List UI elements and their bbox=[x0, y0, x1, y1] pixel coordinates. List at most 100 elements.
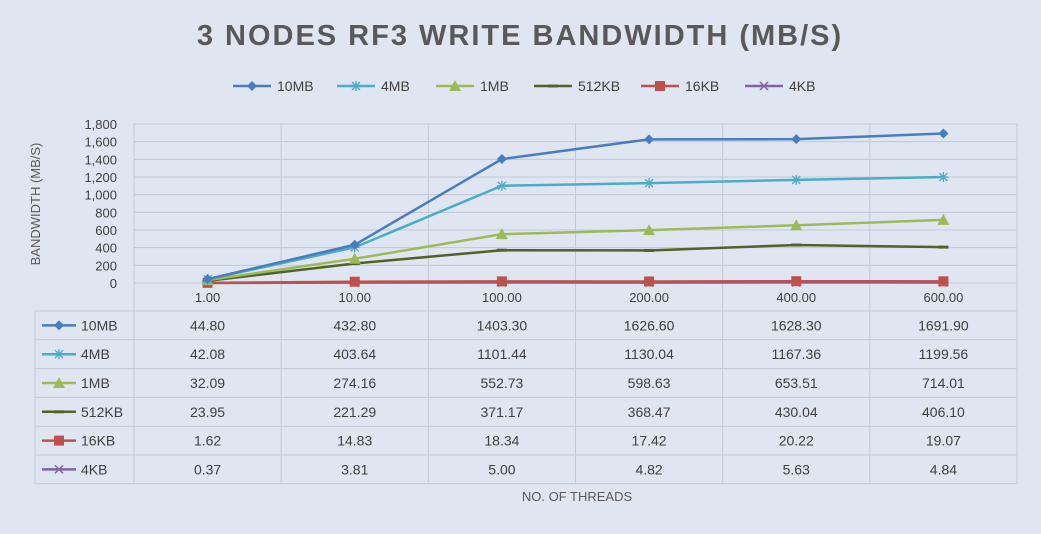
data-point bbox=[349, 239, 360, 250]
y-axis-ticks: 1,800 1,600 1,400 1,200 1,000 800 600 400 200 0 bbox=[84, 117, 117, 291]
legend-label: 1MB bbox=[480, 78, 509, 94]
table-row-marker bbox=[54, 410, 64, 414]
table-row-label: 4MB bbox=[81, 346, 110, 362]
series-10MB bbox=[202, 128, 949, 285]
legend-item: 16KB bbox=[641, 78, 719, 94]
data-point bbox=[938, 172, 949, 183]
series-line bbox=[207, 243, 944, 283]
table-row-marker bbox=[54, 349, 64, 360]
table-row-label: 1MB bbox=[81, 375, 110, 391]
table-cell: 1167.36 bbox=[771, 346, 821, 362]
legend-item: 1MB bbox=[436, 78, 509, 94]
series-lines bbox=[201, 128, 950, 288]
table-cell: 403.64 bbox=[333, 346, 376, 362]
data-point bbox=[644, 276, 655, 287]
data-point bbox=[643, 224, 656, 236]
legend: 10MB 4MB 1MB 512KB 16KB 4KB bbox=[233, 78, 815, 94]
table-row: 16KB 1.62 14.83 18.34 17.42 20.22 19.07 bbox=[42, 433, 961, 449]
legend-label: 4MB bbox=[381, 78, 410, 94]
table-cell: 221.29 bbox=[333, 404, 376, 420]
table-cell: 1.62 bbox=[194, 433, 221, 449]
data-point bbox=[938, 276, 949, 287]
legend-marker bbox=[449, 80, 461, 91]
data-point bbox=[790, 219, 803, 231]
data-point bbox=[495, 228, 508, 240]
data-point bbox=[644, 248, 655, 252]
table-cell: 44.80 bbox=[190, 317, 225, 333]
table-cell: 20.22 bbox=[779, 433, 814, 449]
series-line bbox=[207, 175, 944, 281]
data-point bbox=[791, 134, 802, 145]
y-tick-label: 400 bbox=[95, 241, 117, 256]
table-cell: 368.47 bbox=[628, 404, 671, 420]
table-cell: 1626.60 bbox=[624, 317, 675, 333]
y-axis-label: BANDWIDTH (MB/S) bbox=[28, 143, 43, 266]
legend-marker bbox=[548, 84, 558, 88]
table-cell: 32.09 bbox=[190, 375, 225, 391]
table-cell: 5.00 bbox=[488, 461, 515, 477]
table-cell: 1199.56 bbox=[919, 346, 969, 362]
table-row: 4MB 42.08 403.64 1101.44 1130.04 1167.36 1199.… bbox=[42, 346, 968, 362]
data-point bbox=[349, 276, 360, 287]
legend-label: 512KB bbox=[578, 78, 620, 94]
table-cell: 371.17 bbox=[481, 404, 524, 420]
x-tick-label: 100.00 bbox=[482, 290, 522, 305]
table-row-marker bbox=[54, 464, 64, 474]
table-cell: 14.83 bbox=[337, 433, 372, 449]
table-row-marker bbox=[54, 435, 64, 446]
table-cell: 653.51 bbox=[775, 375, 818, 391]
legend-label: 16KB bbox=[685, 78, 719, 94]
table-cell: 598.63 bbox=[628, 375, 671, 391]
table-cell: 552.73 bbox=[481, 375, 524, 391]
data-point bbox=[348, 252, 361, 264]
y-tick-label: 600 bbox=[95, 223, 117, 238]
chart-title: 3 NODES RF3 WRITE BANDWIDTH (MB/S) bbox=[197, 20, 843, 52]
table-cell: 1628.30 bbox=[771, 317, 822, 333]
x-tick-label: 1.00 bbox=[195, 290, 220, 305]
table-cell: 0.37 bbox=[194, 461, 221, 477]
table-row: 1MB 32.09 274.16 552.73 598.63 653.51 714.01 bbox=[42, 375, 965, 391]
data-point bbox=[496, 276, 507, 287]
y-tick-label: 0 bbox=[110, 276, 117, 291]
data-point bbox=[644, 178, 655, 189]
y-tick-label: 1,600 bbox=[84, 135, 117, 150]
x-tick-label: 400.00 bbox=[776, 290, 816, 305]
legend-label: 4KB bbox=[789, 78, 815, 94]
table-cell: 42.08 bbox=[190, 346, 225, 362]
data-point bbox=[938, 245, 949, 249]
legend-item: 10MB bbox=[233, 78, 314, 94]
legend-label: 10MB bbox=[277, 78, 314, 94]
data-point bbox=[791, 243, 802, 247]
table-cell: 1101.44 bbox=[477, 346, 527, 362]
y-tick-label: 1,000 bbox=[84, 188, 117, 203]
table-cell: 432.80 bbox=[333, 317, 376, 333]
legend-item: 4MB bbox=[337, 78, 410, 94]
y-tick-label: 1,400 bbox=[84, 152, 117, 167]
table-cell: 17.42 bbox=[632, 433, 667, 449]
legend-item: 4KB bbox=[745, 78, 815, 94]
table-cell: 4.82 bbox=[635, 461, 662, 477]
gridlines bbox=[134, 123, 1017, 284]
table-cell: 406.10 bbox=[922, 404, 965, 420]
x-tick-label: 600.00 bbox=[924, 290, 964, 305]
table-cell: 18.34 bbox=[484, 433, 519, 449]
x-tick-label: 10.00 bbox=[338, 290, 371, 305]
data-point bbox=[496, 154, 507, 165]
legend-marker bbox=[655, 81, 665, 91]
legend-item: 512KB bbox=[534, 78, 620, 94]
table-cell: 23.95 bbox=[190, 404, 225, 420]
data-point bbox=[791, 276, 802, 287]
table-cell: 5.63 bbox=[783, 461, 810, 477]
table-row-label: 16KB bbox=[81, 433, 115, 449]
data-point bbox=[202, 274, 213, 285]
table-row: 10MB 44.80 432.80 1403.30 1626.60 1628.30 1691… bbox=[42, 317, 969, 333]
table-row-label: 4KB bbox=[81, 461, 107, 477]
series-line bbox=[207, 132, 944, 281]
y-tick-label: 200 bbox=[95, 258, 117, 273]
series-line bbox=[207, 279, 944, 285]
table-row-marker bbox=[54, 320, 64, 331]
data-point bbox=[791, 174, 802, 185]
table-cell: 1130.04 bbox=[624, 346, 674, 362]
